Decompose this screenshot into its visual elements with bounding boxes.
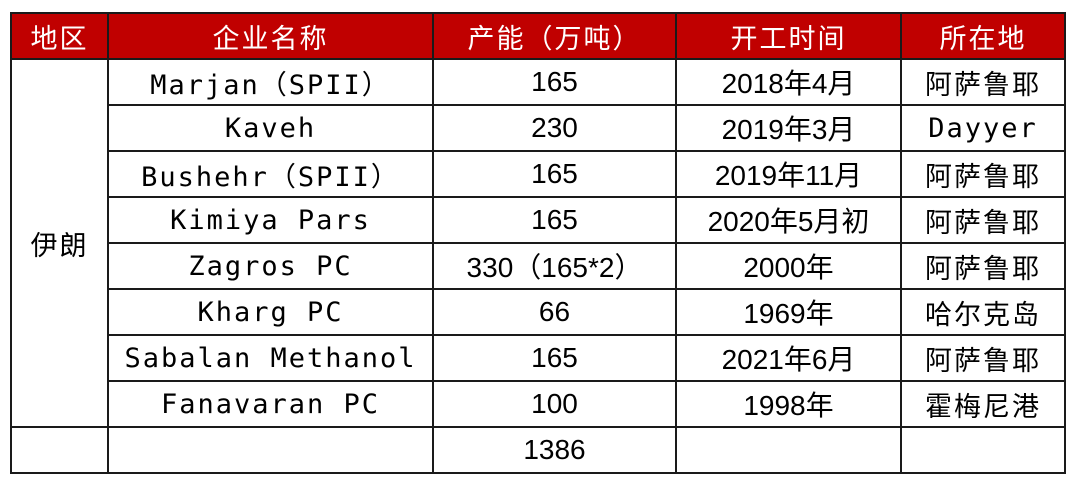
total-start-time-cell: [675, 426, 902, 474]
location-cell: 阿萨鲁耶: [900, 242, 1066, 290]
capacity-cell: 165: [432, 334, 677, 382]
header-region: 地区: [10, 12, 109, 60]
location-cell: 阿萨鲁耶: [900, 58, 1066, 106]
location-cell: 阿萨鲁耶: [900, 150, 1066, 198]
company-cell: Sabalan Methanol: [107, 334, 434, 382]
company-cell: Kimiya Pars: [107, 196, 434, 244]
header-company: 企业名称: [107, 12, 434, 60]
table-row: Zagros PC 330（165*2） 2000年 阿萨鲁耶: [11, 242, 1066, 290]
company-cell: Zagros PC: [107, 242, 434, 290]
capacity-cell: 165: [432, 196, 677, 244]
capacity-cell: 230: [432, 104, 677, 152]
start-time-cell: 1969年: [675, 288, 902, 336]
total-location-cell: [900, 426, 1066, 474]
methanol-capacity-table: 地区 企业名称 产能（万吨） 开工时间 所在地 伊朗 Marjan（SPII） …: [10, 12, 1066, 474]
region-cell: 伊朗: [10, 58, 109, 428]
header-start-time: 开工时间: [675, 12, 902, 60]
start-time-cell: 2000年: [675, 242, 902, 290]
capacity-cell: 165: [432, 58, 677, 106]
location-cell: 阿萨鲁耶: [900, 196, 1066, 244]
header-row: 地区 企业名称 产能（万吨） 开工时间 所在地: [10, 12, 1066, 60]
location-cell: 哈尔克岛: [900, 288, 1066, 336]
table-row: Kimiya Pars 165 2020年5月初 阿萨鲁耶: [11, 196, 1066, 244]
start-time-cell: 2021年6月: [675, 334, 902, 382]
company-cell: Fanavaran PC: [107, 380, 434, 428]
location-cell: Dayyer: [900, 104, 1066, 152]
start-time-cell: 2020年5月初: [675, 196, 902, 244]
company-cell: Kharg PC: [107, 288, 434, 336]
total-region-cell: [10, 426, 109, 474]
table-row: Kaveh 230 2019年3月 Dayyer: [11, 104, 1066, 152]
table-row: 伊朗 Marjan（SPII） 165 2018年4月 阿萨鲁耶: [10, 58, 1066, 428]
company-cell: Kaveh: [107, 104, 434, 152]
company-cell: Bushehr（SPII）: [107, 150, 434, 198]
start-time-cell: 2019年11月: [675, 150, 902, 198]
start-time-cell: 2019年3月: [675, 104, 902, 152]
table-row: Bushehr（SPII） 165 2019年11月 阿萨鲁耶: [11, 150, 1066, 198]
capacity-cell: 330（165*2）: [432, 242, 677, 290]
company-cell: Marjan（SPII）: [107, 58, 434, 106]
start-time-cell: 2018年4月: [675, 58, 902, 106]
total-company-cell: [107, 426, 434, 474]
location-cell: 霍梅尼港: [900, 380, 1066, 428]
capacity-cell: 100: [432, 380, 677, 428]
table-row: Sabalan Methanol 165 2021年6月 阿萨鲁耶: [11, 334, 1066, 382]
total-capacity-cell: 1386: [432, 426, 677, 474]
start-time-cell: 1998年: [675, 380, 902, 428]
table-row: Fanavaran PC 100 1998年 霍梅尼港: [11, 380, 1066, 428]
location-cell: 阿萨鲁耶: [900, 334, 1066, 382]
table-row: Kharg PC 66 1969年 哈尔克岛: [11, 288, 1066, 336]
header-location: 所在地: [900, 12, 1066, 60]
header-capacity: 产能（万吨）: [432, 12, 677, 60]
capacity-cell: 66: [432, 288, 677, 336]
total-row: 1386: [10, 426, 1066, 474]
capacity-cell: 165: [432, 150, 677, 198]
